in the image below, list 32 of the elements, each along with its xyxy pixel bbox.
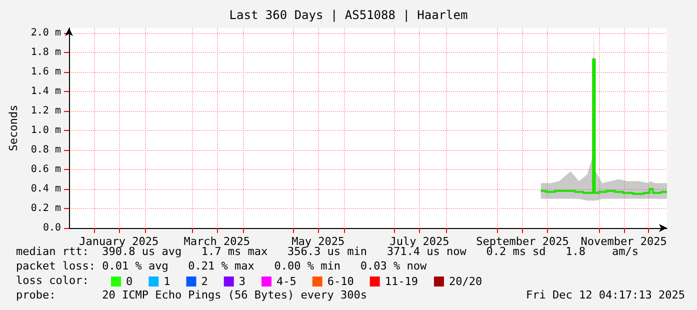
text: median rtt: 390.8 us avg 1.7 ms max 356.3 us min 371.4 us now 0.2 ms sd 1.8 am/s <box>16 245 639 258</box>
x-tick-label: January 2025 <box>79 235 159 248</box>
y-tick-label: 1.4 m <box>30 86 61 97</box>
legend-label: 4-5 <box>276 275 296 288</box>
y-tick-label: 1.8 m <box>30 46 61 58</box>
legend-label: 1 <box>164 275 170 288</box>
legend-title: loss color: <box>16 274 89 287</box>
y-tick-label: 0.4 m <box>30 183 61 194</box>
text: probe: 20 ICMP Echo Pings (56 Bytes) every 300s <box>16 288 367 302</box>
legend-label: 0 <box>126 275 133 288</box>
y-tick-label: 2.0 m <box>30 27 61 38</box>
x-tick-label: July 2025 <box>390 235 450 248</box>
legend-label: 3 <box>238 275 246 288</box>
text: packet loss: 0.01 % avg 0.21 % max 0.00 % min 0.03 % now <box>16 260 427 272</box>
x-tick-label: March 2025 <box>184 235 250 248</box>
y-tick-label: 1.6 m <box>30 66 61 78</box>
y-tick-label: 0.2 m <box>30 202 61 214</box>
y-tick-label: 0.8 m <box>30 144 61 156</box>
legend-label: 6-10 <box>327 275 354 288</box>
legend-label: 11-19 <box>384 275 418 288</box>
y-tick-label: 0.6 m <box>30 164 61 175</box>
y-tick-label: 0.0 <box>42 222 61 234</box>
x-tick-label: September 2025 <box>476 235 569 248</box>
y-tick-label: 1.0 m <box>30 124 61 136</box>
x-tick-label: May 2025 <box>292 235 345 248</box>
chart-title: Last 360 Days | AS51088 | Haarlem <box>229 8 468 22</box>
y-axis-title: Seconds <box>7 104 20 152</box>
legend-label: 2 <box>201 275 208 288</box>
text: Fri Dec 12 04:17:13 2025 <box>526 288 686 302</box>
legend-label: 20/20 <box>448 275 482 288</box>
y-tick-label: 1.2 m <box>30 105 61 116</box>
x-tick-label: November 2025 <box>580 235 667 248</box>
